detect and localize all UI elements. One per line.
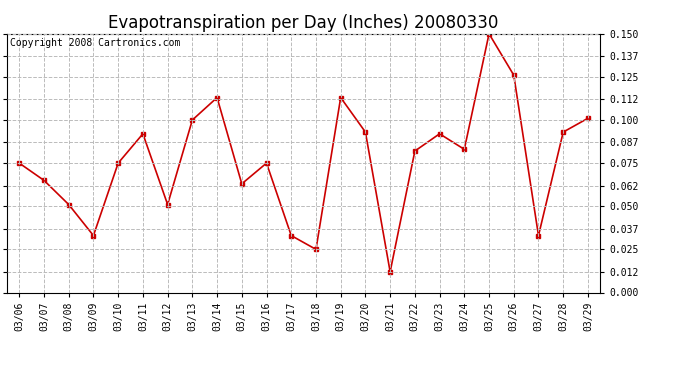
Text: Copyright 2008 Cartronics.com: Copyright 2008 Cartronics.com xyxy=(10,38,180,48)
Title: Evapotranspiration per Day (Inches) 20080330: Evapotranspiration per Day (Inches) 2008… xyxy=(108,14,499,32)
